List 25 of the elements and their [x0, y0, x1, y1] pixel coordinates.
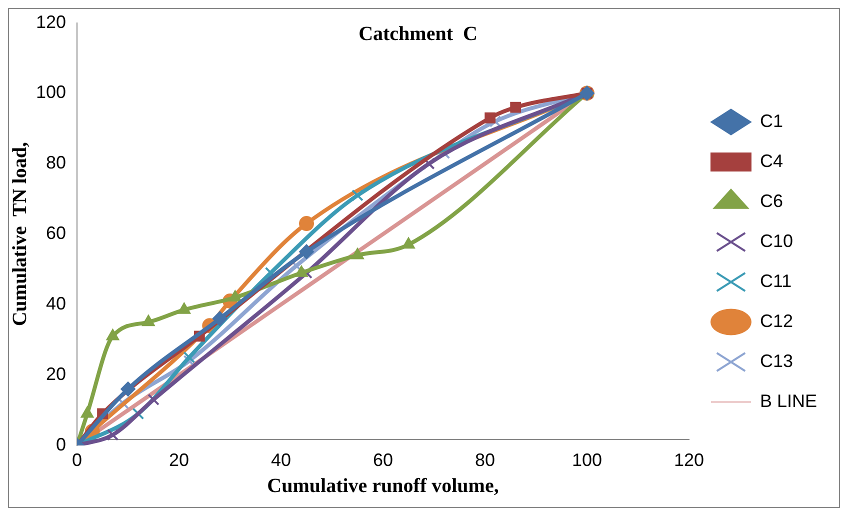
legend-label: C10: [760, 230, 794, 251]
x-tick-label: 20: [169, 450, 190, 470]
x-tick-label: 60: [372, 450, 394, 470]
y-tick-label: 40: [46, 294, 66, 314]
x-tick-label: 0: [72, 450, 82, 470]
chart-title: Catchment C: [358, 22, 478, 45]
legend-label: C4: [760, 150, 783, 171]
x-axis-title: Cumulative runoff volume,: [267, 475, 499, 498]
legend-label: B LINE: [760, 390, 818, 411]
y-tick-label: 20: [46, 364, 66, 384]
x-tick-label: 40: [271, 450, 292, 470]
y-axis-title: Cumulative TN load,: [9, 142, 32, 326]
y-tick-label: 60: [46, 223, 66, 244]
legend-label: C11: [760, 270, 792, 291]
y-tick-label: 0: [56, 434, 66, 454]
y-tick-label: 80: [46, 152, 66, 173]
legend-label: C13: [760, 350, 794, 371]
x-tick-label: 120: [674, 450, 704, 470]
legend-label: C6: [760, 190, 783, 211]
y-tick-label: 120: [36, 12, 66, 32]
x-tick-label: 100: [572, 450, 602, 470]
y-tick-label: 100: [36, 82, 66, 102]
legend-label: C1: [760, 110, 783, 131]
x-tick-label: 80: [474, 450, 496, 470]
legend-label: C12: [760, 310, 794, 331]
